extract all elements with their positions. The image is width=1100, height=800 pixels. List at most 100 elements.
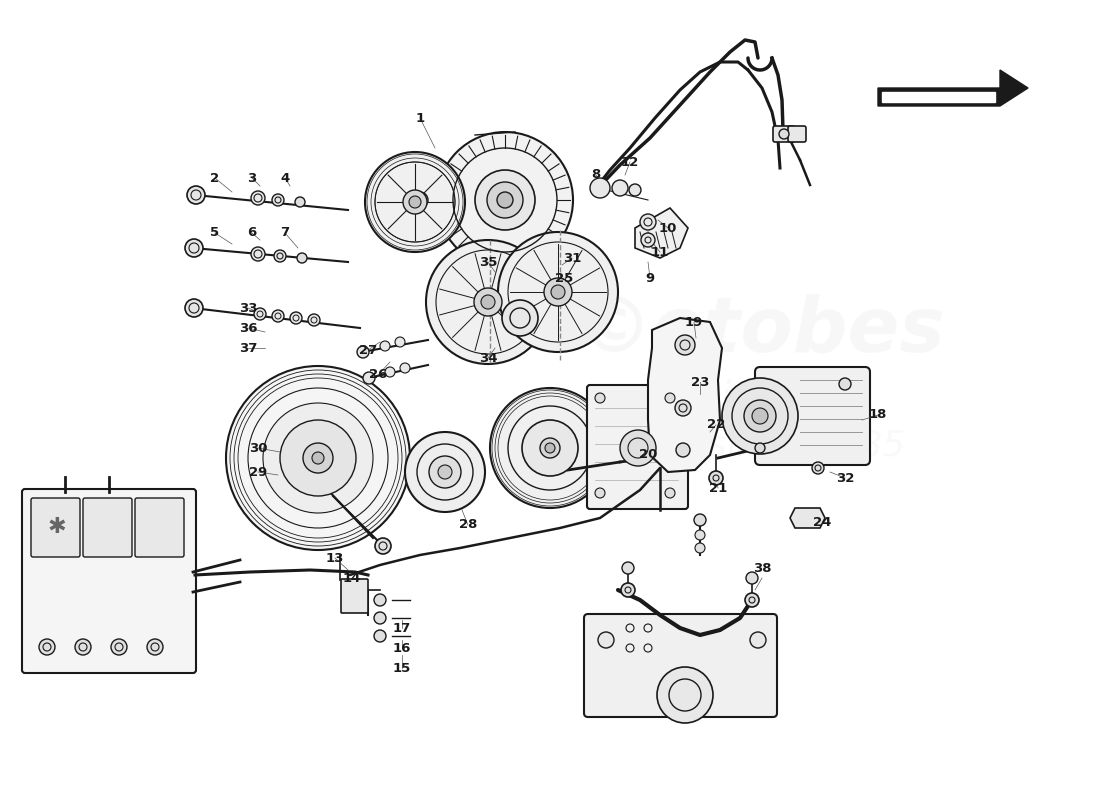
- Text: 26: 26: [368, 369, 387, 382]
- Text: 5: 5: [210, 226, 220, 239]
- Circle shape: [308, 314, 320, 326]
- Circle shape: [379, 341, 390, 351]
- Circle shape: [272, 194, 284, 206]
- FancyBboxPatch shape: [135, 498, 184, 557]
- Text: 15: 15: [393, 662, 411, 674]
- Text: 29: 29: [249, 466, 267, 478]
- Text: 1: 1: [416, 111, 425, 125]
- Circle shape: [147, 639, 163, 655]
- Text: 11: 11: [651, 246, 669, 258]
- Text: 4: 4: [280, 171, 289, 185]
- Text: 20: 20: [639, 449, 657, 462]
- Text: 31: 31: [563, 251, 581, 265]
- Circle shape: [187, 186, 205, 204]
- Text: 18: 18: [869, 409, 888, 422]
- Circle shape: [375, 538, 390, 554]
- FancyBboxPatch shape: [22, 489, 196, 673]
- Text: 36: 36: [239, 322, 257, 334]
- Text: 33: 33: [239, 302, 257, 314]
- Text: 14: 14: [343, 571, 361, 585]
- Polygon shape: [635, 208, 688, 258]
- Circle shape: [666, 393, 675, 403]
- Circle shape: [374, 630, 386, 642]
- Circle shape: [666, 488, 675, 498]
- Circle shape: [490, 388, 610, 508]
- Text: 13: 13: [326, 551, 344, 565]
- Circle shape: [358, 346, 368, 358]
- Circle shape: [745, 593, 759, 607]
- Circle shape: [374, 612, 386, 624]
- Polygon shape: [648, 318, 722, 472]
- Circle shape: [612, 180, 628, 196]
- Circle shape: [755, 443, 764, 453]
- Circle shape: [395, 337, 405, 347]
- Circle shape: [251, 247, 265, 261]
- Text: 9: 9: [646, 271, 654, 285]
- Circle shape: [657, 667, 713, 723]
- Circle shape: [429, 456, 461, 488]
- Circle shape: [629, 184, 641, 196]
- Circle shape: [409, 196, 421, 208]
- Circle shape: [694, 514, 706, 526]
- Circle shape: [297, 253, 307, 263]
- Polygon shape: [878, 70, 1028, 106]
- Circle shape: [544, 443, 556, 453]
- Circle shape: [522, 420, 578, 476]
- Circle shape: [640, 214, 656, 230]
- Text: 16: 16: [393, 642, 411, 654]
- Circle shape: [400, 363, 410, 373]
- Text: 19: 19: [685, 315, 703, 329]
- Circle shape: [551, 285, 565, 299]
- Circle shape: [474, 288, 502, 316]
- Circle shape: [280, 420, 356, 496]
- Text: ©otobes: ©otobes: [575, 293, 945, 367]
- Text: 7: 7: [280, 226, 289, 239]
- Text: 3: 3: [248, 171, 256, 185]
- Circle shape: [226, 366, 410, 550]
- Circle shape: [621, 583, 635, 597]
- Circle shape: [641, 233, 654, 247]
- Text: a passion for: a passion for: [586, 379, 854, 421]
- Text: 23: 23: [691, 375, 710, 389]
- Circle shape: [426, 240, 550, 364]
- Circle shape: [675, 400, 691, 416]
- Circle shape: [502, 300, 538, 336]
- Circle shape: [475, 170, 535, 230]
- Circle shape: [695, 530, 705, 540]
- Text: ✱: ✱: [47, 517, 66, 537]
- Text: 34: 34: [478, 351, 497, 365]
- Circle shape: [75, 639, 91, 655]
- FancyBboxPatch shape: [587, 385, 688, 509]
- Circle shape: [487, 182, 522, 218]
- Text: 21: 21: [708, 482, 727, 494]
- Circle shape: [620, 430, 656, 466]
- Circle shape: [481, 295, 495, 309]
- Text: 12: 12: [620, 155, 639, 169]
- FancyBboxPatch shape: [341, 579, 368, 613]
- Circle shape: [274, 250, 286, 262]
- Circle shape: [111, 639, 126, 655]
- Circle shape: [437, 132, 573, 268]
- Text: 8: 8: [592, 169, 601, 182]
- Circle shape: [695, 543, 705, 553]
- Circle shape: [750, 632, 766, 648]
- Circle shape: [839, 378, 851, 390]
- Polygon shape: [790, 508, 825, 528]
- Circle shape: [251, 191, 265, 205]
- Circle shape: [39, 639, 55, 655]
- Circle shape: [752, 408, 768, 424]
- Text: detail since 1985: detail since 1985: [595, 428, 905, 462]
- Circle shape: [290, 312, 303, 324]
- Text: 27: 27: [359, 343, 377, 357]
- Circle shape: [185, 239, 204, 257]
- Circle shape: [675, 335, 695, 355]
- Circle shape: [263, 403, 373, 513]
- Circle shape: [412, 192, 428, 208]
- FancyBboxPatch shape: [584, 614, 777, 717]
- Circle shape: [365, 152, 465, 252]
- Text: 37: 37: [239, 342, 257, 354]
- FancyBboxPatch shape: [773, 126, 795, 142]
- Circle shape: [405, 432, 485, 512]
- Circle shape: [497, 192, 513, 208]
- Circle shape: [676, 443, 690, 457]
